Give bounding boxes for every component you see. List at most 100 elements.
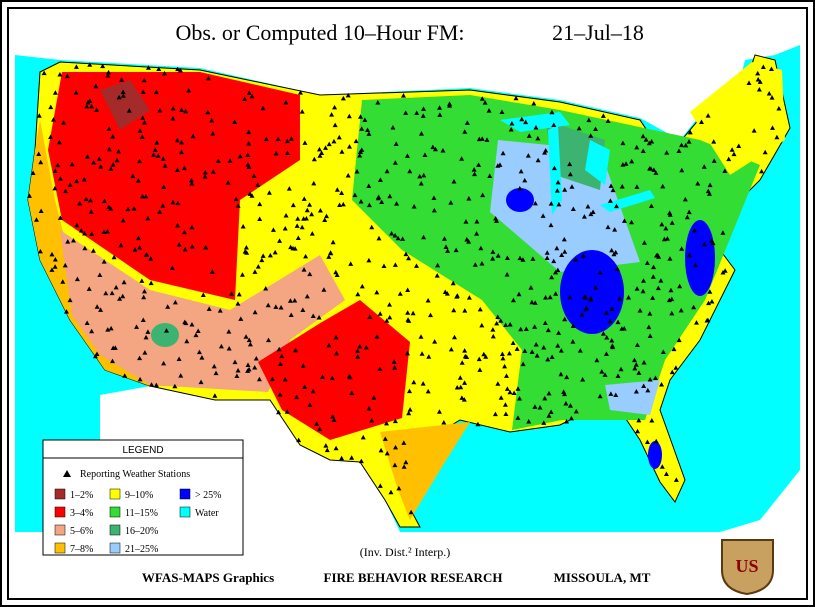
station <box>333 445 339 451</box>
station <box>431 195 437 201</box>
station <box>542 150 548 155</box>
station <box>647 376 653 382</box>
station <box>74 222 80 228</box>
station <box>406 410 412 416</box>
station <box>667 212 673 217</box>
station <box>177 67 183 73</box>
station <box>480 192 486 198</box>
station <box>205 109 211 115</box>
station <box>292 246 298 251</box>
station <box>299 109 305 114</box>
station <box>120 89 126 95</box>
legend-label: 1–2% <box>70 490 93 501</box>
station <box>434 273 440 278</box>
station <box>321 287 327 292</box>
station <box>143 193 149 199</box>
station <box>326 254 332 259</box>
station <box>603 351 609 356</box>
station <box>52 264 58 269</box>
station <box>405 310 411 315</box>
station <box>517 185 523 191</box>
map <box>15 22 800 532</box>
station <box>548 201 554 206</box>
station <box>388 489 394 495</box>
station <box>615 319 621 325</box>
station <box>175 222 181 228</box>
station <box>459 156 465 161</box>
station <box>339 149 345 154</box>
station <box>517 255 523 261</box>
station <box>562 316 568 322</box>
station <box>217 308 223 313</box>
station <box>462 348 468 353</box>
station <box>599 369 605 374</box>
station <box>286 186 292 191</box>
station <box>421 172 427 178</box>
station <box>751 128 757 133</box>
station <box>292 298 298 303</box>
station <box>619 326 625 331</box>
station <box>476 356 482 362</box>
station <box>547 294 553 300</box>
station <box>311 156 317 162</box>
station <box>756 86 762 92</box>
station <box>553 269 559 275</box>
station <box>709 299 715 304</box>
station <box>640 288 646 294</box>
station <box>645 387 651 393</box>
station <box>634 342 640 348</box>
station <box>339 455 345 461</box>
station <box>293 347 299 353</box>
station <box>540 213 546 218</box>
station <box>641 278 647 283</box>
station <box>529 349 535 354</box>
station <box>113 284 119 290</box>
station <box>284 138 290 144</box>
station <box>421 234 427 240</box>
station <box>155 153 161 158</box>
station <box>563 400 569 406</box>
station <box>393 141 399 146</box>
region-7-8-gulf <box>380 422 470 520</box>
station <box>60 279 66 284</box>
station <box>282 225 288 231</box>
station <box>618 366 624 372</box>
station <box>317 153 323 158</box>
station <box>218 343 224 349</box>
station <box>549 109 555 115</box>
station <box>329 375 335 381</box>
title: Obs. or Computed 10–Hour FM: <box>175 20 464 45</box>
station <box>160 156 166 161</box>
station <box>357 149 363 155</box>
station <box>255 264 261 269</box>
station <box>504 386 510 391</box>
region-gt-25 <box>685 220 715 296</box>
station <box>266 190 272 195</box>
station <box>371 395 377 400</box>
station <box>633 388 639 394</box>
legend-swatch <box>54 506 66 518</box>
station <box>676 337 682 343</box>
station <box>503 411 509 416</box>
station <box>556 201 562 207</box>
station <box>63 188 69 194</box>
station <box>302 140 308 145</box>
station <box>580 253 586 258</box>
station <box>534 353 540 358</box>
station <box>87 98 93 103</box>
station <box>376 235 382 241</box>
station <box>551 122 557 128</box>
station <box>507 322 513 327</box>
legend-swatch <box>109 542 121 554</box>
station <box>451 178 457 184</box>
station <box>410 310 416 316</box>
station <box>122 373 128 378</box>
station <box>392 365 398 370</box>
legend-swatch <box>179 488 191 500</box>
station <box>426 354 432 359</box>
station <box>389 231 395 236</box>
legend-label: 7–8% <box>70 544 93 555</box>
station <box>117 296 123 301</box>
station <box>613 249 619 255</box>
station <box>120 93 126 98</box>
